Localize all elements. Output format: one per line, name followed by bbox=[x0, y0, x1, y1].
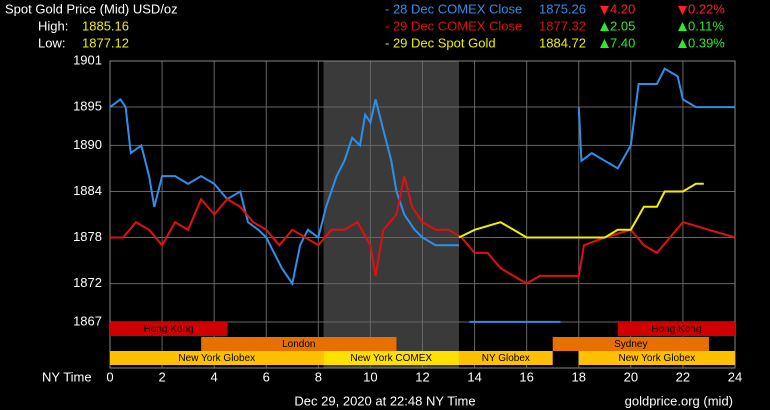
x-tick-label: 12 bbox=[415, 369, 429, 384]
shaded-region bbox=[323, 61, 459, 368]
legend-name: - 29 Dec COMEX Close bbox=[385, 18, 522, 33]
x-tick-label: 16 bbox=[519, 369, 533, 384]
session-bar bbox=[110, 351, 324, 365]
session-label: New York Globex bbox=[619, 353, 696, 364]
footer: Dec 29, 2020 at 22:48 NY Time bbox=[294, 393, 475, 408]
x-tick-label: 24 bbox=[728, 369, 742, 384]
session-bar bbox=[458, 351, 553, 365]
y-tick-label: 1884 bbox=[73, 183, 102, 198]
session-bar bbox=[552, 337, 709, 351]
change-arrow bbox=[678, 39, 687, 48]
legend-change: 0.22% bbox=[688, 1, 725, 16]
x-tick-label: 0 bbox=[106, 369, 113, 384]
y-tick-label: 1895 bbox=[73, 98, 102, 113]
legend-change: 7.40 bbox=[610, 35, 635, 50]
x-tick-label: 14 bbox=[467, 369, 481, 384]
legend-last: 1875.26 bbox=[539, 1, 586, 16]
low-label: Low: bbox=[38, 35, 65, 50]
session-bar bbox=[578, 351, 735, 365]
price-line bbox=[109, 67, 735, 323]
high-label: High: bbox=[38, 18, 68, 33]
chart-title: Spot Gold Price (Mid) USD/oz bbox=[5, 1, 178, 16]
price-line bbox=[110, 175, 736, 285]
legend-last: 1884.72 bbox=[539, 35, 586, 50]
x-axis-label: NY Time bbox=[42, 369, 92, 384]
source: goldprice.org (mid) bbox=[625, 393, 733, 408]
session-bar bbox=[323, 351, 459, 365]
session-label: Hong Kong bbox=[651, 324, 701, 335]
change-arrow bbox=[678, 22, 687, 31]
session-label: New York COMEX bbox=[350, 353, 432, 364]
session-label: London bbox=[282, 339, 315, 350]
legend-change: 4.20 bbox=[610, 1, 635, 16]
y-tick-label: 1878 bbox=[73, 229, 102, 244]
x-tick-label: 4 bbox=[211, 369, 218, 384]
session-label: New York Globex bbox=[178, 353, 255, 364]
plot-frame bbox=[109, 60, 736, 369]
legend-change: 2.05 bbox=[610, 18, 635, 33]
change-arrow bbox=[600, 22, 609, 31]
y-tick-label: 1901 bbox=[73, 52, 102, 67]
session-label: Sydney bbox=[614, 339, 647, 350]
session-bar bbox=[201, 337, 397, 351]
x-tick-label: 10 bbox=[363, 369, 377, 384]
x-tick-label: 2 bbox=[158, 369, 165, 384]
session-label: NY Globex bbox=[482, 353, 530, 364]
high-value: 1885.16 bbox=[82, 18, 129, 33]
legend-name: - 28 Dec COMEX Close bbox=[385, 1, 522, 16]
change-arrow bbox=[600, 39, 609, 48]
y-tick-label: 1867 bbox=[73, 313, 102, 328]
change-arrow bbox=[600, 6, 609, 15]
y-tick-label: 1872 bbox=[73, 275, 102, 290]
x-tick-label: 20 bbox=[624, 369, 638, 384]
legend-name: - 29 Dec Spot Gold bbox=[385, 35, 496, 50]
legend-change: 0.39% bbox=[688, 35, 725, 50]
x-tick-label: 22 bbox=[676, 369, 690, 384]
x-tick-label: 6 bbox=[263, 369, 270, 384]
session-bar bbox=[617, 322, 735, 336]
legend-change: 0.11% bbox=[688, 18, 724, 33]
price-line bbox=[458, 182, 704, 239]
change-arrow bbox=[678, 6, 687, 15]
x-tick-label: 8 bbox=[315, 369, 322, 384]
session-bar bbox=[110, 322, 228, 336]
legend-last: 1877.32 bbox=[539, 18, 586, 33]
session-label: Hong Kong bbox=[144, 324, 194, 335]
x-tick-label: 18 bbox=[572, 369, 586, 384]
y-tick-label: 1890 bbox=[73, 137, 102, 152]
low-value: 1877.12 bbox=[82, 35, 129, 50]
